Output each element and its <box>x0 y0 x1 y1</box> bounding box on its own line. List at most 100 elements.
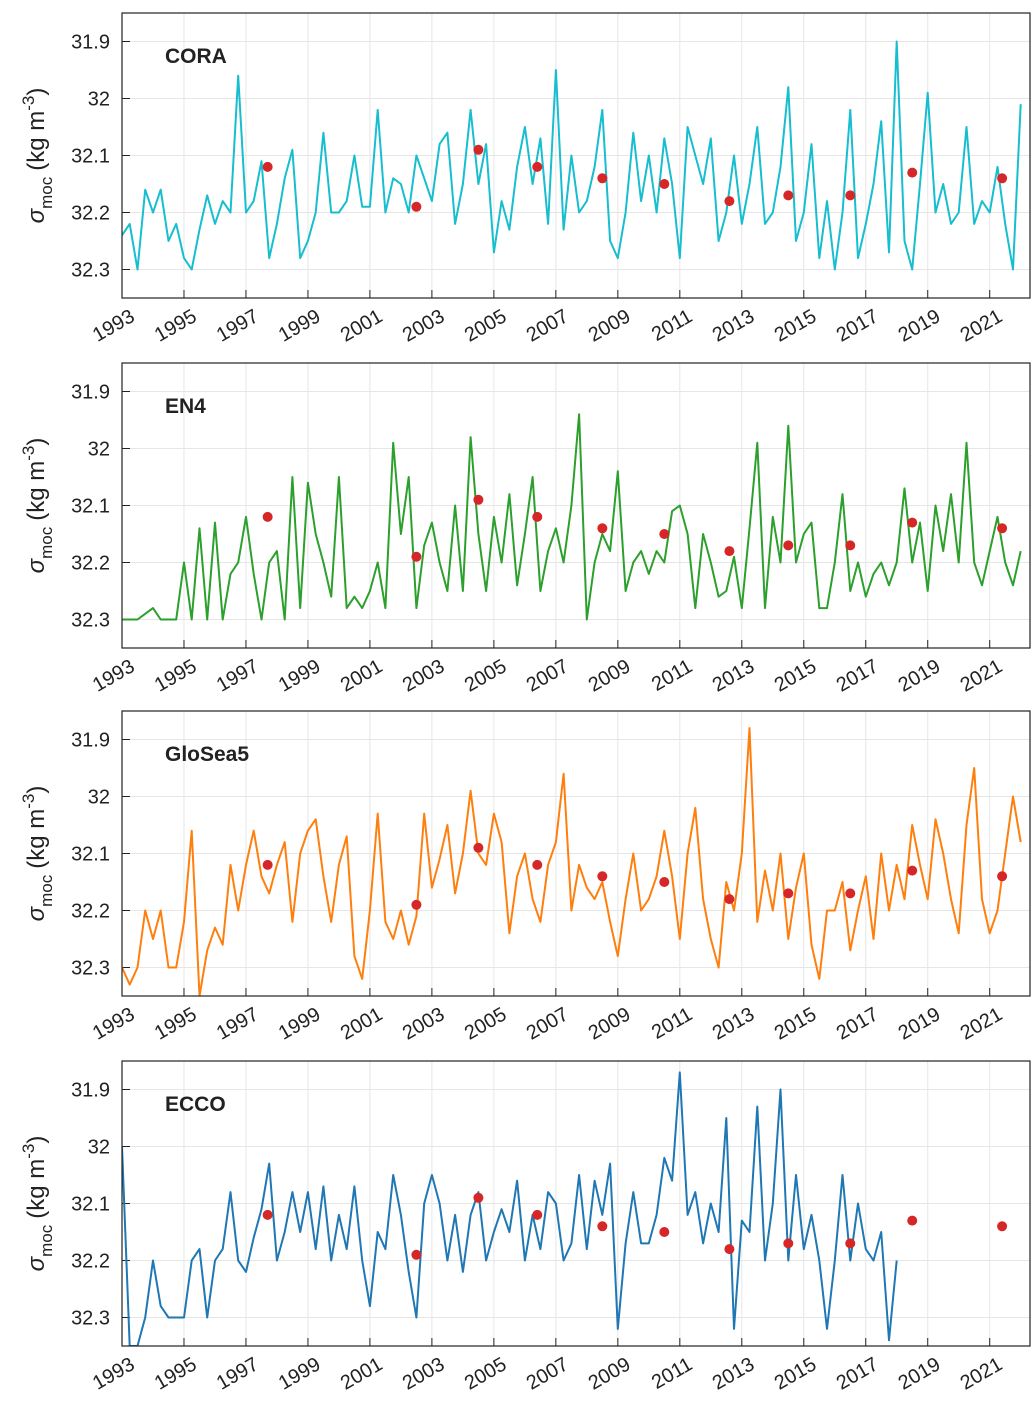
x-tick-label: 2013 <box>709 305 759 346</box>
observation-dot <box>411 551 422 562</box>
observation-dot <box>659 179 670 189</box>
y-axis-label: σmoc (kg m-3) <box>19 1136 56 1272</box>
observation-dot <box>411 899 422 910</box>
x-tick-label: 2019 <box>895 1353 945 1394</box>
x-tick-label: 1993 <box>89 1003 139 1044</box>
x-tick-label: 2007 <box>523 1003 573 1044</box>
observation-dot <box>724 894 735 905</box>
panel-title: EN4 <box>165 395 206 418</box>
series-line <box>122 727 1022 996</box>
plot-frame <box>121 1060 1031 1347</box>
x-tick-label: 1995 <box>151 305 201 346</box>
y-tick-label: 32.3 <box>71 1308 110 1330</box>
x-tick-label: 2013 <box>709 655 759 696</box>
observation-dot <box>724 1244 735 1255</box>
y-tick-label: 32.1 <box>71 844 110 866</box>
observation-dot <box>473 144 484 155</box>
observation-dot <box>783 1238 794 1249</box>
observation-dot <box>532 1209 543 1220</box>
y-tick-label: 32.2 <box>71 901 110 923</box>
observation-dot <box>845 1238 856 1249</box>
y-label-unit: (kg m <box>23 461 50 521</box>
x-tick-label: 1995 <box>151 1353 201 1394</box>
observation-dot <box>907 517 918 528</box>
observation-dot <box>783 888 794 899</box>
x-tick-label: 2005 <box>461 305 511 346</box>
x-tick-label: 1999 <box>275 1353 325 1394</box>
y-label-exponent: -3 <box>19 794 38 809</box>
observation-dot <box>659 1227 670 1237</box>
observation-dot <box>783 190 794 201</box>
panel-title: CORA <box>165 45 227 68</box>
x-tick-label: 2013 <box>709 1003 759 1044</box>
x-tick-label: 1999 <box>275 1003 325 1044</box>
y-tick-label: 32 <box>88 89 110 111</box>
x-tick-label: 1997 <box>213 305 263 346</box>
y-axis-label: σmoc (kg m-3) <box>19 438 56 574</box>
observation-dot <box>907 865 918 876</box>
observation-dot <box>907 167 918 178</box>
observation-dot <box>659 877 670 887</box>
y-tick-label: 32.3 <box>71 260 110 282</box>
x-tick-label: 2021 <box>957 305 1007 346</box>
observation-dot <box>262 161 273 172</box>
x-tick-label: 2015 <box>771 305 821 346</box>
x-tick-label: 2009 <box>585 1003 635 1044</box>
observation-dot <box>597 1221 608 1232</box>
x-tick-label: 2011 <box>648 655 696 696</box>
y-tick-label: 31.9 <box>71 730 110 752</box>
x-tick-label: 1999 <box>275 655 325 696</box>
observation-dot <box>907 1215 918 1226</box>
observation-dot <box>262 511 273 522</box>
x-tick-label: 1993 <box>89 1353 139 1394</box>
y-tick-label: 32 <box>88 439 110 461</box>
observation-dot <box>411 1249 422 1260</box>
plot-frame <box>121 362 1031 649</box>
x-tick-label: 2013 <box>709 1353 759 1394</box>
observation-dot <box>783 540 794 551</box>
y-tick-label: 32.2 <box>71 1251 110 1273</box>
plot-frame <box>121 710 1031 997</box>
x-tick-label: 2015 <box>771 655 821 696</box>
x-tick-label: 2005 <box>461 655 511 696</box>
x-tick-label: 2011 <box>648 305 696 346</box>
plot-frame <box>121 12 1031 299</box>
x-tick-label: 2017 <box>833 1353 883 1394</box>
y-label-subscript: moc <box>37 176 56 209</box>
x-tick-label: 2005 <box>461 1003 511 1044</box>
x-tick-label: 2003 <box>399 1003 449 1044</box>
observation-dot <box>411 201 422 212</box>
y-tick-label: 31.9 <box>71 1080 110 1102</box>
y-label-symbol: σ <box>23 207 50 223</box>
x-tick-label: 2001 <box>337 655 387 696</box>
x-tick-label: 2019 <box>895 1003 945 1044</box>
x-tick-label: 2021 <box>957 655 1007 696</box>
y-label-exponent: -3 <box>19 96 38 111</box>
y-tick-label: 32 <box>88 787 110 809</box>
y-tick-label: 31.9 <box>71 32 110 54</box>
observation-dot <box>597 173 608 184</box>
x-tick-label: 2009 <box>585 655 635 696</box>
x-tick-label: 1995 <box>151 655 201 696</box>
x-tick-label: 2019 <box>895 305 945 346</box>
x-tick-label: 2017 <box>833 1003 883 1044</box>
x-tick-label: 2009 <box>585 305 635 346</box>
y-label-exponent: -3 <box>19 446 38 461</box>
observation-dot <box>597 871 608 882</box>
observation-dot <box>845 190 856 201</box>
observation-dot <box>532 511 543 522</box>
y-tick-label: 32.1 <box>71 1194 110 1216</box>
y-label-symbol: σ <box>23 557 50 573</box>
y-label-unit: (kg m <box>23 1159 50 1219</box>
y-label-close: ) <box>23 88 50 96</box>
observation-dot <box>724 546 735 557</box>
x-tick-label: 2007 <box>523 655 573 696</box>
x-tick-label: 2001 <box>337 305 387 346</box>
panel-title: ECCO <box>165 1093 226 1116</box>
y-label-close: ) <box>23 786 50 794</box>
x-tick-label: 2003 <box>399 305 449 346</box>
observation-dot <box>724 196 735 207</box>
x-tick-label: 1999 <box>275 305 325 346</box>
x-tick-label: 1993 <box>89 655 139 696</box>
